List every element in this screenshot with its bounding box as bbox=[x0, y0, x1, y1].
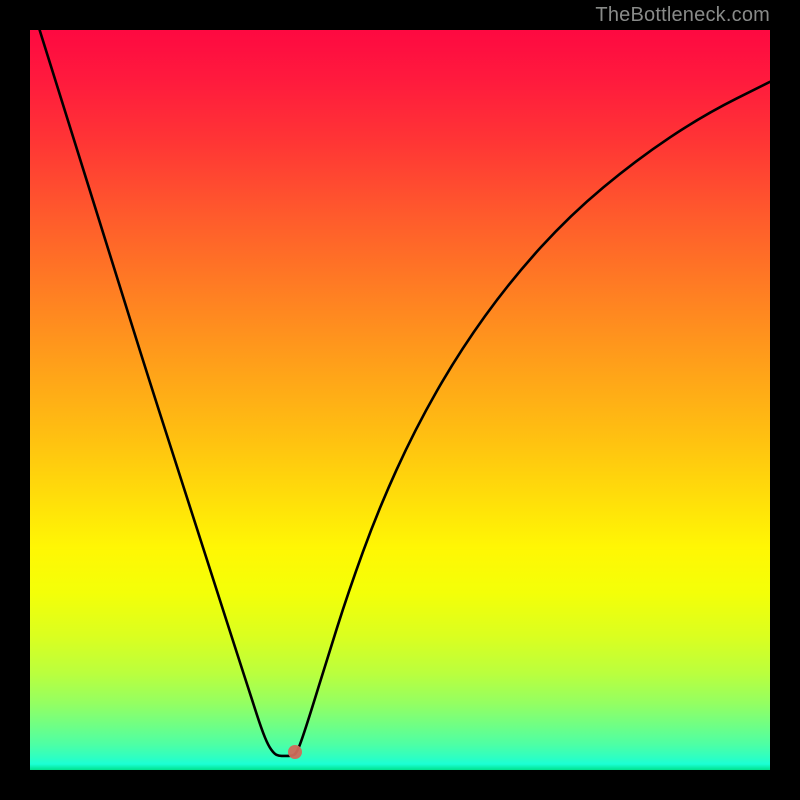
bottleneck-curve bbox=[40, 30, 770, 756]
optimum-marker bbox=[288, 745, 302, 759]
chart-curve-layer bbox=[30, 30, 770, 770]
chart-plot-area bbox=[30, 30, 770, 770]
watermark-text: TheBottleneck.com bbox=[595, 4, 770, 27]
